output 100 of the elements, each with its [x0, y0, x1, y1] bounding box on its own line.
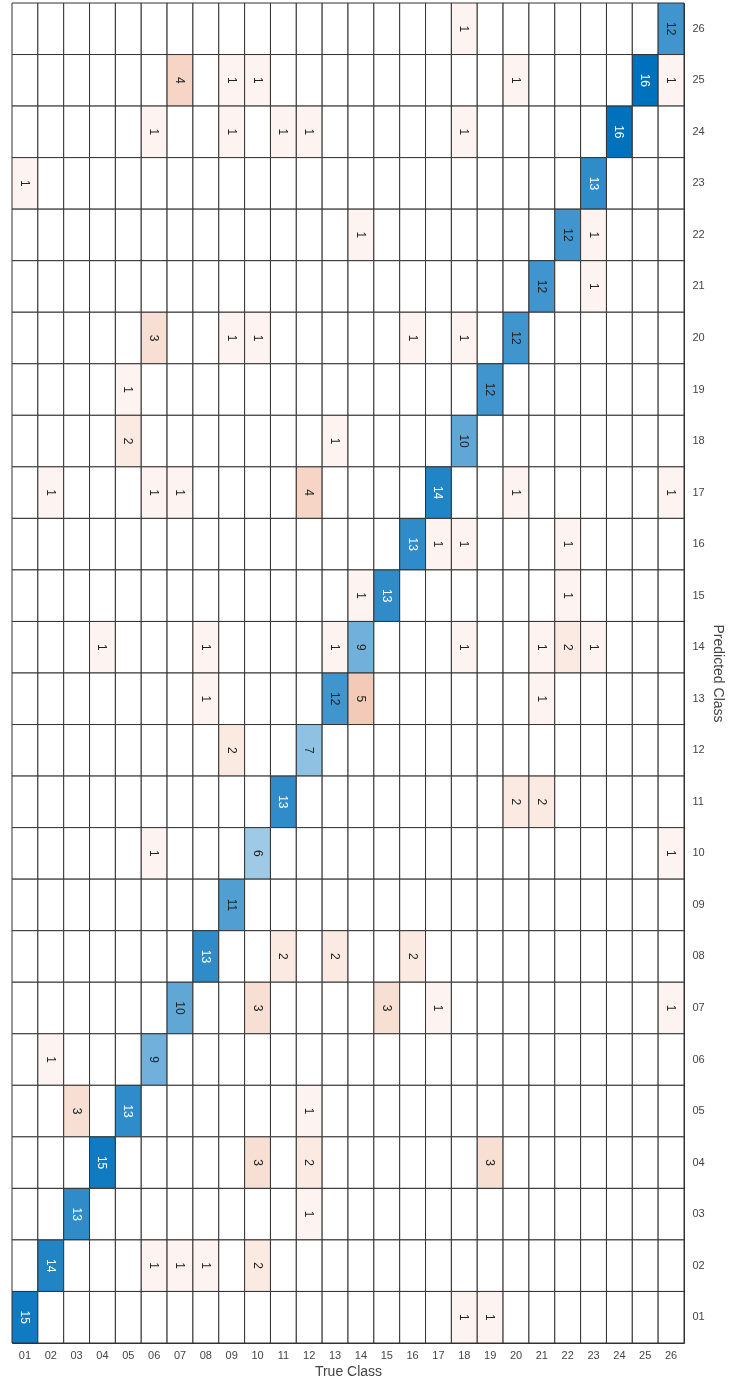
data-label: 1	[302, 128, 317, 136]
y-tick-label: 14	[692, 640, 705, 653]
data-label: 1	[431, 540, 446, 548]
data-label: 1	[95, 643, 110, 651]
data-label: 2	[509, 798, 523, 806]
data-label: 14	[431, 485, 446, 500]
data-label: 1	[224, 76, 239, 84]
data-label: 1	[586, 643, 601, 651]
x-tick-label: 16	[406, 1348, 419, 1361]
y-tick-label: 18	[692, 434, 705, 447]
data-label: 1	[43, 1056, 58, 1064]
data-label: 1	[457, 334, 472, 342]
data-label: 1	[198, 1262, 213, 1270]
x-tick-label: 19	[484, 1348, 497, 1361]
y-tick-label: 04	[692, 1155, 705, 1168]
data-label: 3	[250, 1004, 265, 1012]
data-label: 1	[457, 128, 472, 136]
y-tick-label: 11	[692, 794, 704, 807]
data-label: 1	[586, 231, 601, 239]
data-label: 2	[302, 1159, 317, 1167]
y-tick-label: 21	[692, 279, 705, 292]
x-axis-title: True Class	[314, 1362, 383, 1379]
data-label: 1	[173, 489, 187, 497]
data-label: 4	[302, 489, 317, 497]
data-label: 11	[224, 898, 239, 912]
y-tick-label: 17	[692, 485, 705, 498]
data-label: 1	[147, 850, 162, 858]
data-label: 2	[328, 953, 343, 961]
data-label: 1	[457, 540, 472, 548]
x-tick-label: 12	[303, 1348, 316, 1361]
data-label: 1	[328, 643, 343, 651]
data-label: 12	[534, 279, 549, 294]
data-label: 12	[560, 228, 575, 242]
data-label: 1	[457, 25, 472, 33]
data-label: 1	[250, 76, 265, 84]
data-label: 1	[173, 1262, 187, 1270]
data-label: 1	[664, 489, 679, 497]
y-tick-label: 01	[692, 1310, 705, 1323]
x-tick-label: 02	[44, 1348, 57, 1361]
y-tick-label: 20	[692, 331, 705, 343]
data-label: 1	[302, 1210, 317, 1218]
x-tick-label: 13	[328, 1348, 342, 1361]
data-label: 12	[509, 331, 523, 345]
data-label: 13	[121, 1104, 136, 1119]
x-tick-label: 03	[70, 1348, 83, 1361]
data-label: 2	[224, 746, 239, 754]
data-label: 2	[534, 798, 549, 806]
data-label: 12	[483, 382, 498, 397]
x-tick-label: 20	[509, 1348, 523, 1361]
x-tick-label: 22	[561, 1348, 574, 1361]
y-tick-label: 24	[692, 124, 705, 137]
data-label: 1	[483, 1313, 498, 1321]
data-label: 1	[224, 334, 239, 342]
y-tick-label: 19	[692, 382, 705, 395]
y-tick-label: 10	[692, 846, 705, 859]
data-label: 3	[69, 1107, 84, 1115]
data-label: 13	[69, 1207, 84, 1222]
data-label: 1	[17, 180, 32, 188]
data-label: 16	[638, 73, 653, 88]
data-label: 1	[431, 1004, 446, 1012]
y-tick-label: 07	[692, 1001, 705, 1013]
data-label: 1	[276, 128, 291, 136]
data-label: 1	[198, 695, 213, 703]
y-tick-label: 05	[692, 1104, 705, 1117]
data-label: 1	[664, 850, 679, 858]
data-label: 1	[353, 592, 368, 600]
x-tick-label: 25	[639, 1348, 652, 1361]
data-label: 2	[250, 1262, 265, 1270]
y-tick-label: 02	[692, 1258, 705, 1271]
data-label: 15	[17, 1310, 32, 1325]
data-label: 1	[457, 1313, 472, 1321]
y-axis-title: Predicted Class	[710, 624, 727, 723]
data-label: 13	[586, 176, 601, 191]
y-tick-label: 12	[692, 743, 705, 756]
x-tick-label: 23	[587, 1348, 600, 1361]
data-label: 1	[405, 334, 420, 342]
y-tick-label: 09	[692, 897, 705, 910]
x-tick-label: 14	[354, 1348, 368, 1361]
y-tick-label: 03	[692, 1207, 705, 1220]
data-label: 2	[276, 953, 291, 961]
data-label: 2	[405, 953, 420, 961]
y-tick-label: 13	[692, 691, 705, 704]
x-tick-label: 11	[277, 1348, 290, 1361]
data-label: 15	[95, 1155, 110, 1170]
data-label: 10	[457, 434, 472, 449]
data-label: 13	[198, 949, 213, 964]
y-tick-label: 06	[692, 1052, 705, 1065]
y-tick-label: 22	[692, 227, 705, 240]
x-tick-label: 06	[148, 1348, 161, 1361]
y-tick-label: 15	[692, 588, 705, 601]
y-tick-label: 26	[692, 21, 705, 34]
data-label: 1	[353, 231, 368, 239]
x-tick-label: 05	[122, 1348, 135, 1361]
y-tick-label: 16	[692, 537, 705, 550]
data-label: 14	[43, 1259, 58, 1273]
data-label: 10	[173, 1001, 187, 1015]
x-tick-label: 07	[173, 1348, 187, 1361]
y-tick-label: 25	[692, 73, 705, 86]
x-tick-label: 15	[380, 1348, 393, 1361]
data-label: 1	[664, 1004, 679, 1012]
